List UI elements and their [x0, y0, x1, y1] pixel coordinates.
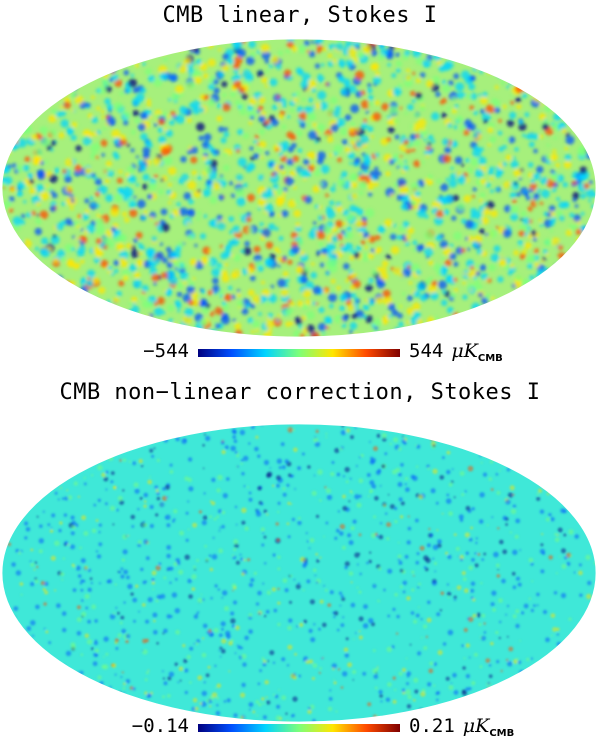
mollweide-map — [1, 423, 597, 723]
unit-main: μK — [462, 715, 490, 737]
colorbar-unit: μKCMB — [451, 340, 503, 364]
colorbar-row: −0.14 0.21 μKCMB — [0, 715, 600, 743]
colorbar — [198, 724, 400, 732]
colorbar-max-value: 0.21 — [409, 715, 455, 737]
colorbar-max-label: 544 μKCMB — [409, 340, 503, 364]
unit-subscript: CMB — [477, 353, 503, 364]
colorbar-max-value: 544 — [409, 340, 444, 362]
colorbar-max-label: 0.21 μKCMB — [409, 715, 514, 739]
unit-main: μK — [451, 340, 478, 362]
colorbar-row: −544 544 μKCMB — [0, 340, 600, 368]
map-title: CMB linear, Stokes I — [162, 3, 438, 28]
colorbar-unit: μKCMB — [462, 715, 515, 739]
colorbar-min-label: −0.14 — [131, 715, 189, 737]
map-title: CMB non−linear correction, Stokes I — [59, 380, 541, 405]
colorbar — [198, 349, 400, 357]
unit-subscript: CMB — [489, 728, 515, 739]
panel-nonlinear: CMB non−linear correction, Stokes I −0.1… — [0, 375, 600, 743]
panel-linear: CMB linear, Stokes I −544 544 μKCMB — [0, 0, 600, 370]
mollweide-map — [1, 38, 597, 338]
colorbar-min-label: −544 — [143, 340, 189, 362]
